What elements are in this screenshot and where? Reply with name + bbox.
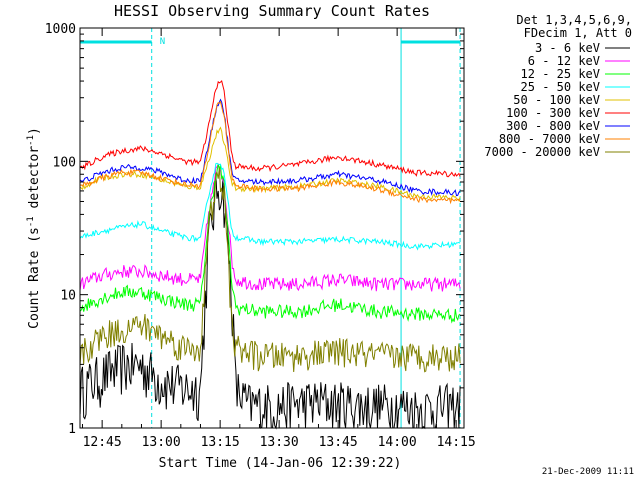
flag-label: N xyxy=(160,37,165,47)
x-tick-label-0: 12:45 xyxy=(83,435,122,450)
legend-label-0: 3 - 6 keV xyxy=(535,41,600,55)
series-line-1 xyxy=(79,163,461,292)
y-tick-label-0: 1 xyxy=(68,422,76,437)
legend-label-7: 800 - 7000 keV xyxy=(499,132,600,146)
legend-label-5: 100 - 300 keV xyxy=(506,106,600,120)
series-line-6 xyxy=(79,98,461,197)
series-line-7 xyxy=(79,100,461,205)
legend-label-2: 12 - 25 keV xyxy=(521,67,600,81)
legend-header-line-2: FDecim 1, Att 0 xyxy=(524,26,632,40)
date-stamp: 21-Dec-2009 11:11 xyxy=(542,467,634,477)
legend-header-line-1: Det 1,3,4,5,6,9, xyxy=(516,13,632,27)
series-line-8 xyxy=(79,167,461,373)
x-tick-label-1: 13:00 xyxy=(142,435,181,450)
y-axis-label-end: ) xyxy=(27,127,42,135)
y-axis-label-sup1: -1 xyxy=(26,216,36,227)
y-axis-label: Count Rate (s-1 detector-1) xyxy=(26,127,42,329)
legend-label-4: 50 - 100 keV xyxy=(513,93,600,107)
chart-title: HESSI Observing Summary Count Rates xyxy=(114,2,430,20)
y-tick-label-2: 100 xyxy=(53,155,76,170)
x-axis: 12:45 13:00 13:15 13:30 13:45 14:00 14:15 xyxy=(81,28,476,450)
y-tick-label-3: 1000 xyxy=(45,22,76,37)
legend-label-3: 25 - 50 keV xyxy=(521,80,600,94)
x-axis-label: Start Time (14-Jan-06 12:39:22) xyxy=(159,456,402,471)
y-axis: 1 10 100 1000 xyxy=(45,22,464,437)
series-line-2 xyxy=(79,164,461,324)
x-tick-label-4: 13:45 xyxy=(319,435,358,450)
series-line-3 xyxy=(79,162,461,251)
legend-label-1: 6 - 12 keV xyxy=(528,54,600,68)
series-line-0 xyxy=(79,172,461,430)
legend-label-6: 300 - 800 keV xyxy=(506,119,600,133)
series-line-4 xyxy=(79,126,461,202)
x-tick-label-5: 14:00 xyxy=(378,435,417,450)
x-tick-label-2: 13:15 xyxy=(201,435,240,450)
series-lines xyxy=(79,80,461,430)
x-tick-label-3: 13:30 xyxy=(260,435,299,450)
x-tick-label-6: 14:15 xyxy=(437,435,476,450)
y-axis-label-main: Count Rate (s xyxy=(27,227,42,329)
y-tick-label-1: 10 xyxy=(60,289,76,304)
plot-frame xyxy=(79,27,465,429)
series-line-5 xyxy=(79,80,461,178)
legend-label-8: 7000 - 20000 keV xyxy=(484,145,600,159)
y-axis-label-mid: detector xyxy=(27,146,42,217)
y-axis-label-sup2: -1 xyxy=(26,135,36,146)
